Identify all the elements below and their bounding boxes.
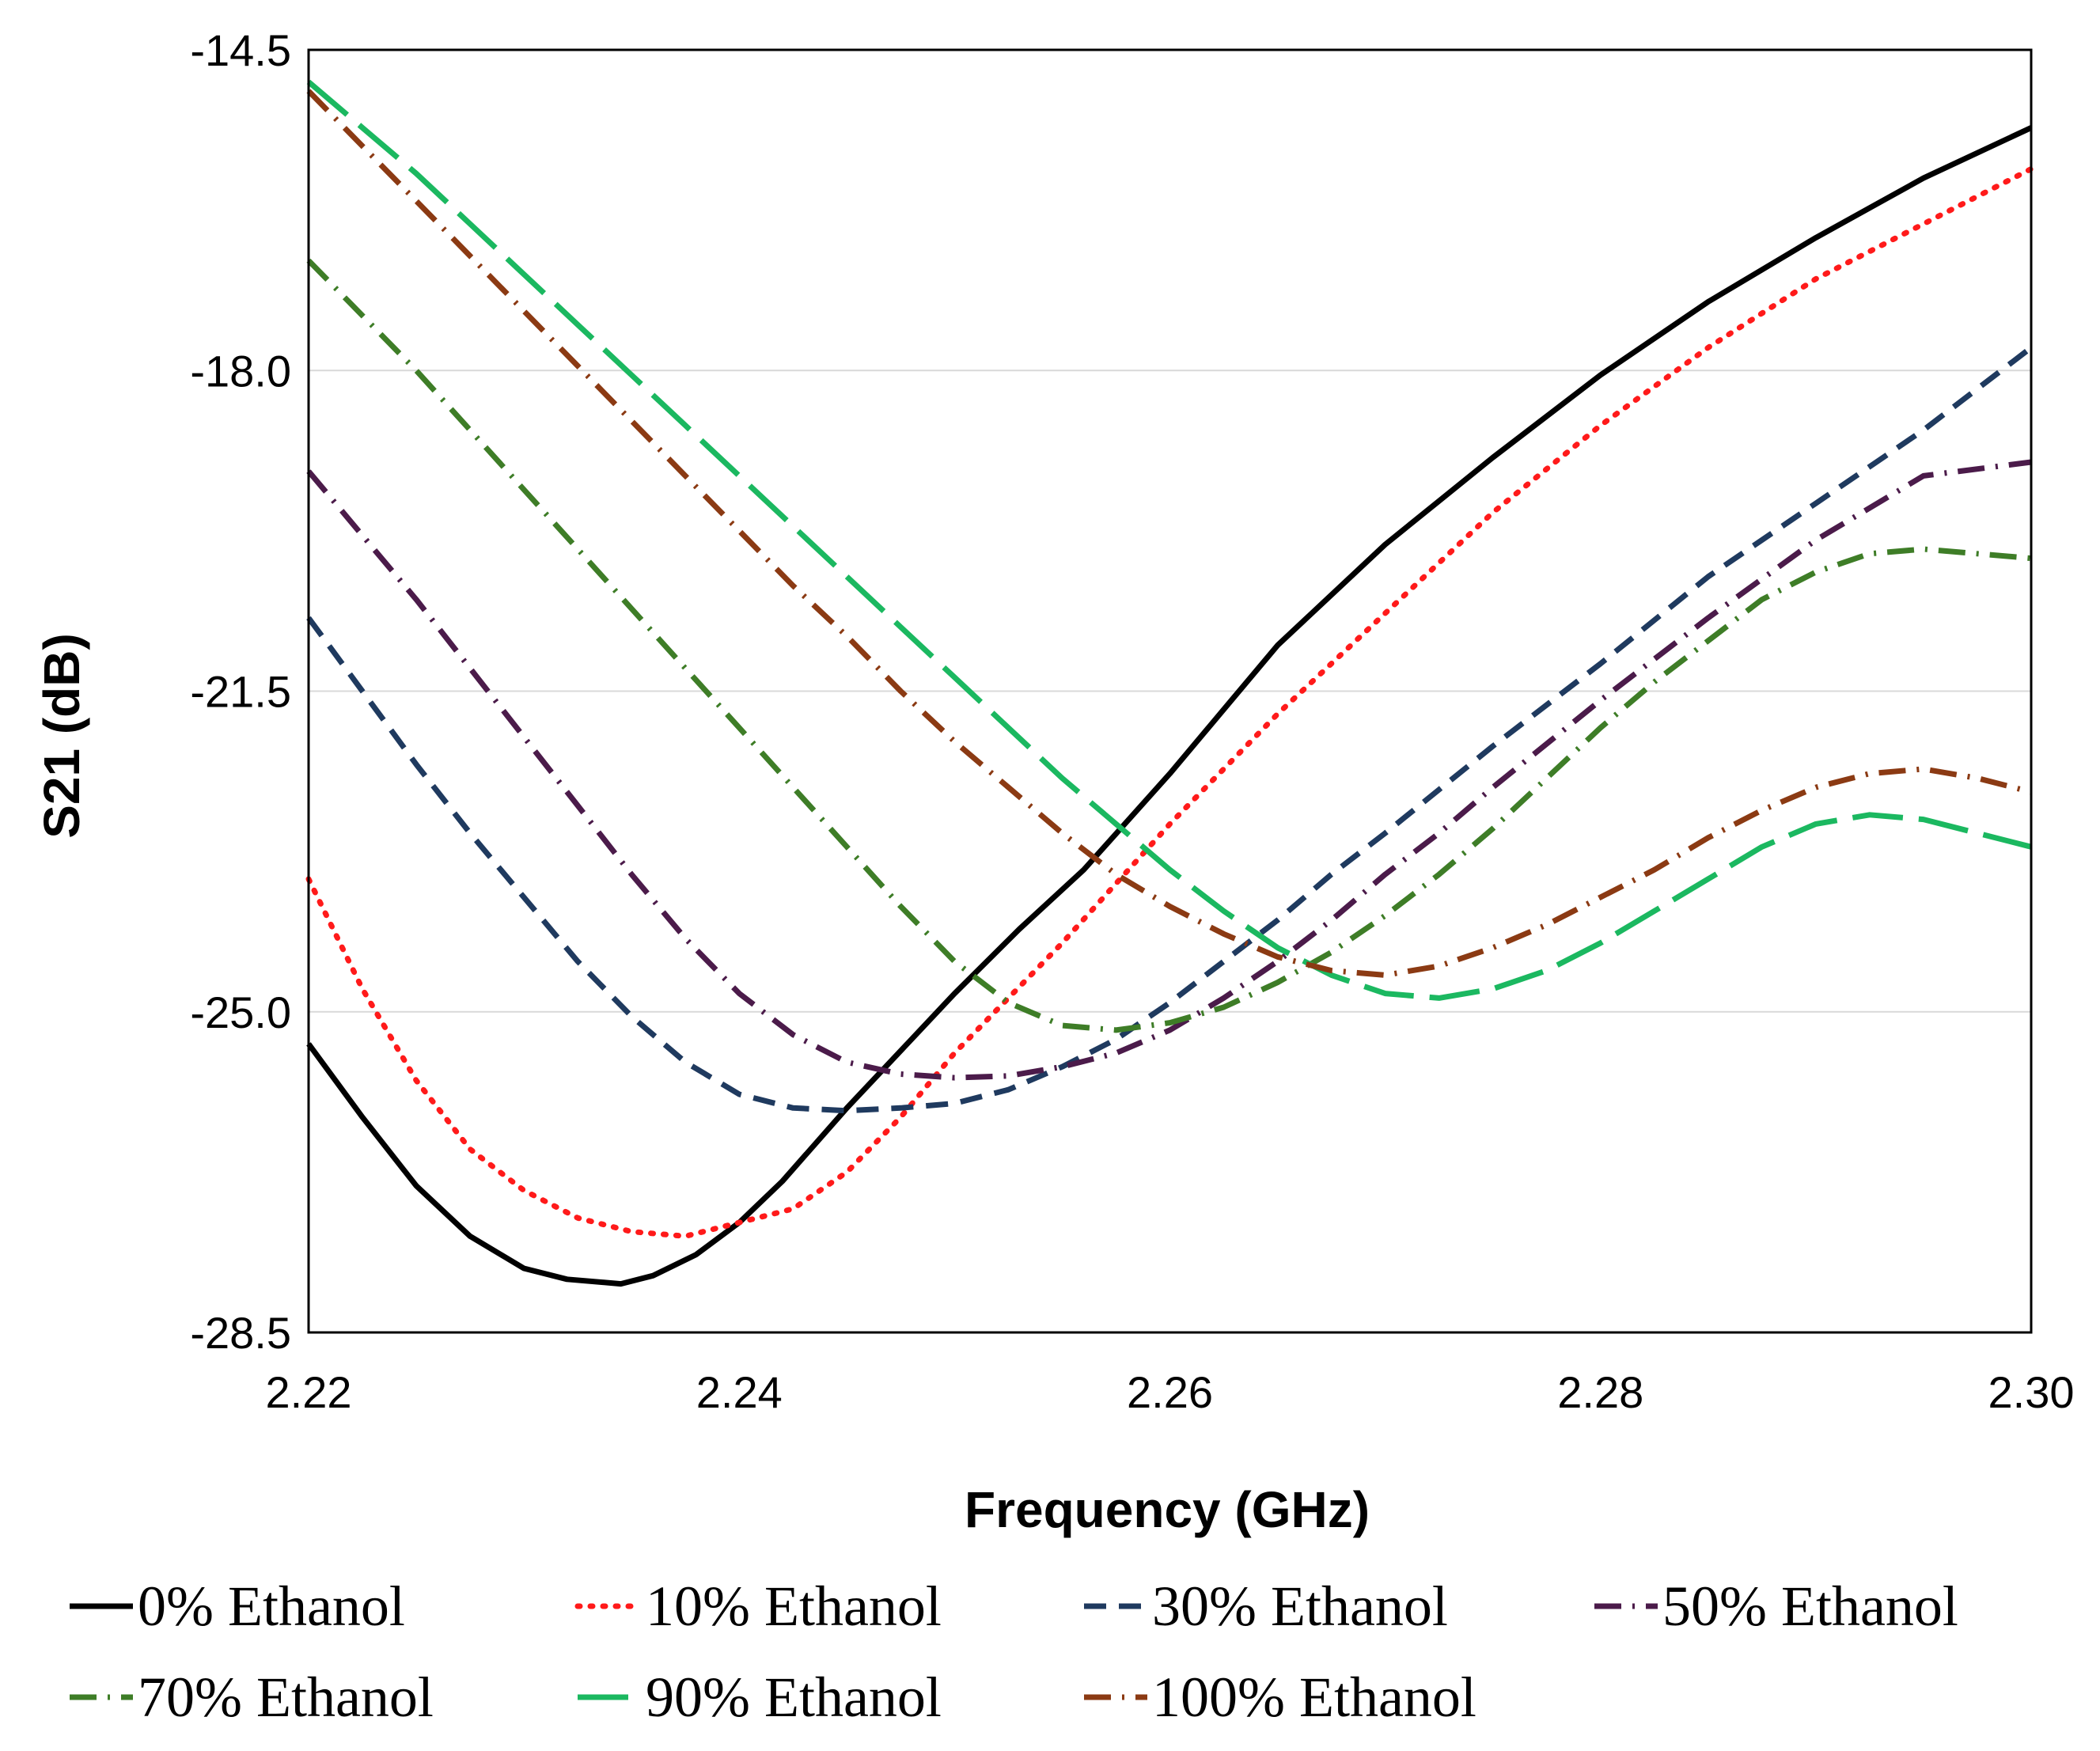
- x-tick-label: 2.22: [266, 1367, 352, 1417]
- y-tick-label: -28.5: [190, 1308, 291, 1358]
- x-tick-label: 2.24: [696, 1367, 783, 1417]
- series-line-5: [306, 79, 2032, 1001]
- legend-label: 0% Ethanol: [138, 1575, 405, 1638]
- legend-label: 10% Ethanol: [646, 1575, 942, 1638]
- legend-label: 50% Ethanol: [1662, 1575, 1958, 1638]
- legend-label: 30% Ethanol: [1152, 1575, 1448, 1638]
- series-line-1: [305, 166, 2034, 1239]
- plot-area-border: [307, 48, 2033, 1334]
- x-axis-title: Frequency (GHz): [965, 1481, 1370, 1538]
- legend-label: 100% Ethanol: [1152, 1666, 1476, 1729]
- series-line-4: [306, 258, 2032, 1033]
- series-lines: [305, 79, 2034, 1287]
- series-line-6: [306, 89, 2032, 978]
- series-line-0: [306, 125, 2033, 1287]
- x-tick-label: 2.28: [1557, 1367, 1643, 1417]
- legend-label: 90% Ethanol: [646, 1666, 942, 1729]
- series-line-2: [306, 345, 2034, 1114]
- x-tick-label: 2.26: [1127, 1367, 1213, 1417]
- y-tick-label: -14.5: [190, 25, 291, 75]
- y-tick-label: -25.0: [190, 987, 291, 1037]
- legend-label: 70% Ethanol: [138, 1666, 434, 1729]
- x-tick-label: 2.30: [1988, 1367, 2075, 1417]
- axis-ticks: -14.5 -18.0 -21.5 -25.0 -28.5 2.22 2.24 2.26 2.2…: [190, 25, 2074, 1417]
- legend: 0% Ethanol 10% Ethanol 30% Ethanol 50% Etha…: [70, 1575, 1958, 1729]
- y-tick-label: -18.0: [190, 346, 291, 396]
- series-line-3: [306, 459, 2032, 1081]
- y-axis-title: S21 (dB): [33, 633, 90, 839]
- y-tick-label: -21.5: [190, 667, 291, 717]
